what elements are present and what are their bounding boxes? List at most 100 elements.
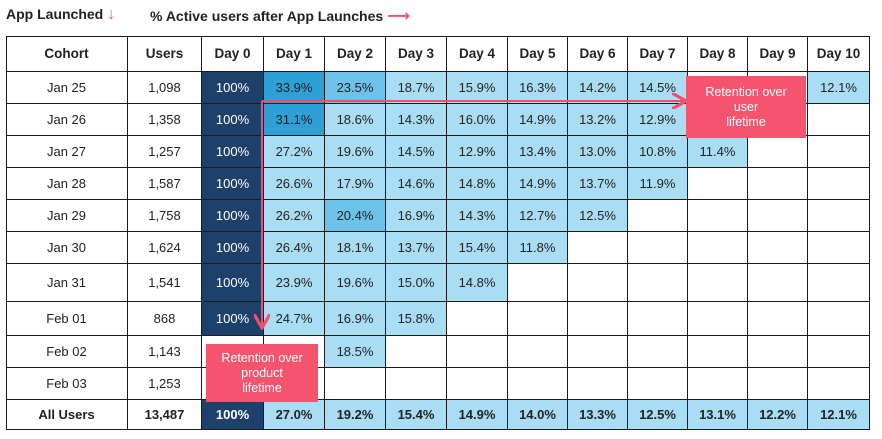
retention-cell: [568, 336, 628, 368]
retention-cell: [447, 302, 508, 336]
column-header: Day 6: [568, 36, 628, 72]
retention-cell: 16.3%: [508, 72, 568, 104]
retention-cell: 23.5%: [325, 72, 386, 104]
active-users-label: % Active users after App Launches ⟶: [150, 6, 410, 26]
cohort-label: Jan 26: [6, 104, 128, 136]
arrow-down-icon: ↓: [107, 6, 116, 23]
cohort-label: Feb 02: [6, 336, 128, 368]
cohort-label: Jan 31: [6, 264, 128, 302]
cohort-label: Feb 03: [6, 368, 128, 400]
retention-cell: 14.8%: [447, 168, 508, 200]
callout-line: lifetime: [726, 114, 766, 129]
retention-cell: [447, 336, 508, 368]
arrow-right-icon: ⟶: [387, 8, 411, 25]
retention-cell: 100%: [202, 72, 264, 104]
retention-cell: 100%: [202, 200, 264, 232]
product-retention-callout: Retention over product lifetime: [206, 344, 318, 402]
callout-line: Retention over: [221, 350, 303, 365]
retention-cell: 15.8%: [386, 302, 447, 336]
retention-cell: 16.9%: [386, 200, 447, 232]
retention-cell: 13.2%: [568, 104, 628, 136]
retention-cell: 12.1%: [808, 400, 870, 430]
retention-cell: [808, 136, 870, 168]
retention-cell: [688, 336, 748, 368]
column-header: Day 7: [628, 36, 688, 72]
retention-cell: 11.8%: [508, 232, 568, 264]
retention-cell: 14.2%: [568, 72, 628, 104]
retention-cell: 24.7%: [264, 302, 325, 336]
retention-cell: 100%: [202, 104, 264, 136]
retention-cell: [568, 264, 628, 302]
retention-cell: [447, 368, 508, 400]
retention-cell: [808, 336, 870, 368]
column-header: Day 9: [748, 36, 808, 72]
retention-cell: 13.0%: [568, 136, 628, 168]
retention-cell: [808, 232, 870, 264]
retention-cell: 14.5%: [386, 136, 447, 168]
active-users-text: % Active users after App Launches: [150, 8, 384, 24]
retention-cell: [568, 232, 628, 264]
retention-cell: [508, 264, 568, 302]
retention-cell: 12.2%: [748, 400, 808, 430]
cohort-label: Jan 25: [6, 72, 128, 104]
retention-cell: 27.2%: [264, 136, 325, 168]
users-count: 1,253: [128, 368, 202, 400]
retention-cell: [748, 232, 808, 264]
retention-cell: 14.9%: [447, 400, 508, 430]
column-header: Day 3: [386, 36, 447, 72]
retention-cell: 100%: [202, 302, 264, 336]
retention-cell: 31.1%: [264, 104, 325, 136]
retention-cell: 15.0%: [386, 264, 447, 302]
users-count: 1,358: [128, 104, 202, 136]
retention-cell: 100%: [202, 136, 264, 168]
column-header: Day 5: [508, 36, 568, 72]
column-header: Cohort: [6, 36, 128, 72]
retention-cell: [808, 168, 870, 200]
retention-cell: 23.9%: [264, 264, 325, 302]
retention-cell: 12.9%: [447, 136, 508, 168]
retention-cell: [386, 368, 447, 400]
retention-cell: [748, 200, 808, 232]
retention-cell: [628, 368, 688, 400]
retention-cell: 15.4%: [386, 400, 447, 430]
retention-cell: 11.9%: [628, 168, 688, 200]
users-count: 1,587: [128, 168, 202, 200]
retention-cell: 26.6%: [264, 168, 325, 200]
retention-cell: [508, 302, 568, 336]
retention-cell: [688, 368, 748, 400]
retention-cell: 100%: [202, 168, 264, 200]
retention-cell: 13.7%: [568, 168, 628, 200]
retention-cell: [568, 302, 628, 336]
retention-cell: 12.1%: [808, 72, 870, 104]
cohort-label: Feb 01: [6, 302, 128, 336]
retention-cell: [688, 264, 748, 302]
retention-cell: [325, 368, 386, 400]
user-retention-callout: Retention over user lifetime: [686, 76, 806, 138]
retention-cell: 14.9%: [508, 168, 568, 200]
column-header: Day 2: [325, 36, 386, 72]
retention-cell: 26.4%: [264, 232, 325, 264]
retention-cell: [808, 264, 870, 302]
users-count: 13,487: [128, 400, 202, 430]
retention-cell: [386, 336, 447, 368]
retention-cell: 16.9%: [325, 302, 386, 336]
retention-cell: [808, 200, 870, 232]
column-header: Day 0: [202, 36, 264, 72]
retention-cell: [748, 336, 808, 368]
retention-cell: 14.0%: [508, 400, 568, 430]
retention-cell: 10.8%: [628, 136, 688, 168]
retention-cell: 15.4%: [447, 232, 508, 264]
retention-cell: 14.8%: [447, 264, 508, 302]
column-header: Day 10: [808, 36, 870, 72]
users-count: 1,257: [128, 136, 202, 168]
column-header: Day 8: [688, 36, 748, 72]
retention-cell: [628, 302, 688, 336]
retention-cell: 19.6%: [325, 264, 386, 302]
retention-cell: [628, 200, 688, 232]
callout-line: lifetime: [242, 380, 282, 395]
retention-cell: [688, 200, 748, 232]
retention-cell: 12.5%: [628, 400, 688, 430]
users-count: 868: [128, 302, 202, 336]
retention-cell: 27.0%: [264, 400, 325, 430]
